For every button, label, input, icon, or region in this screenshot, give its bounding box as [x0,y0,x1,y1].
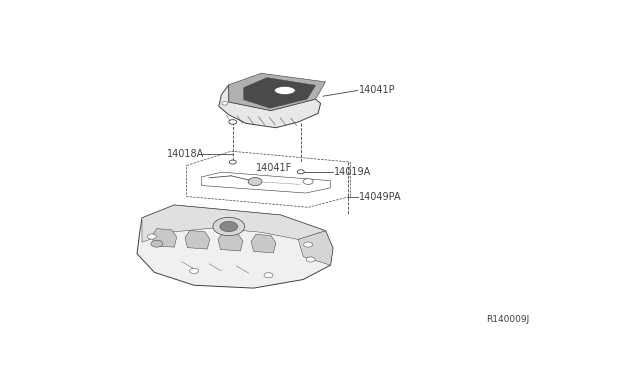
Polygon shape [251,234,276,253]
Text: 14049PA: 14049PA [359,192,402,202]
Circle shape [213,217,244,236]
Circle shape [303,179,313,185]
Ellipse shape [275,86,295,94]
Text: 14041F: 14041F [256,163,292,173]
Circle shape [220,221,237,232]
Circle shape [304,242,312,247]
Circle shape [264,273,273,278]
Circle shape [306,257,315,262]
Circle shape [151,240,163,247]
Text: R140009J: R140009J [486,315,529,324]
Polygon shape [298,231,333,265]
Polygon shape [185,230,210,249]
Polygon shape [244,78,316,108]
Text: 14041P: 14041P [359,86,396,96]
Polygon shape [229,73,326,110]
Text: 14019A: 14019A [335,167,372,177]
Polygon shape [152,228,177,247]
Circle shape [229,160,236,164]
Polygon shape [137,205,333,288]
Text: 14018A: 14018A [167,149,204,159]
Polygon shape [218,232,243,251]
Circle shape [297,170,304,174]
Circle shape [222,102,228,105]
Polygon shape [219,85,321,128]
Circle shape [189,268,198,273]
Polygon shape [142,205,326,242]
Circle shape [248,177,262,186]
Circle shape [229,120,237,124]
Circle shape [147,234,156,239]
